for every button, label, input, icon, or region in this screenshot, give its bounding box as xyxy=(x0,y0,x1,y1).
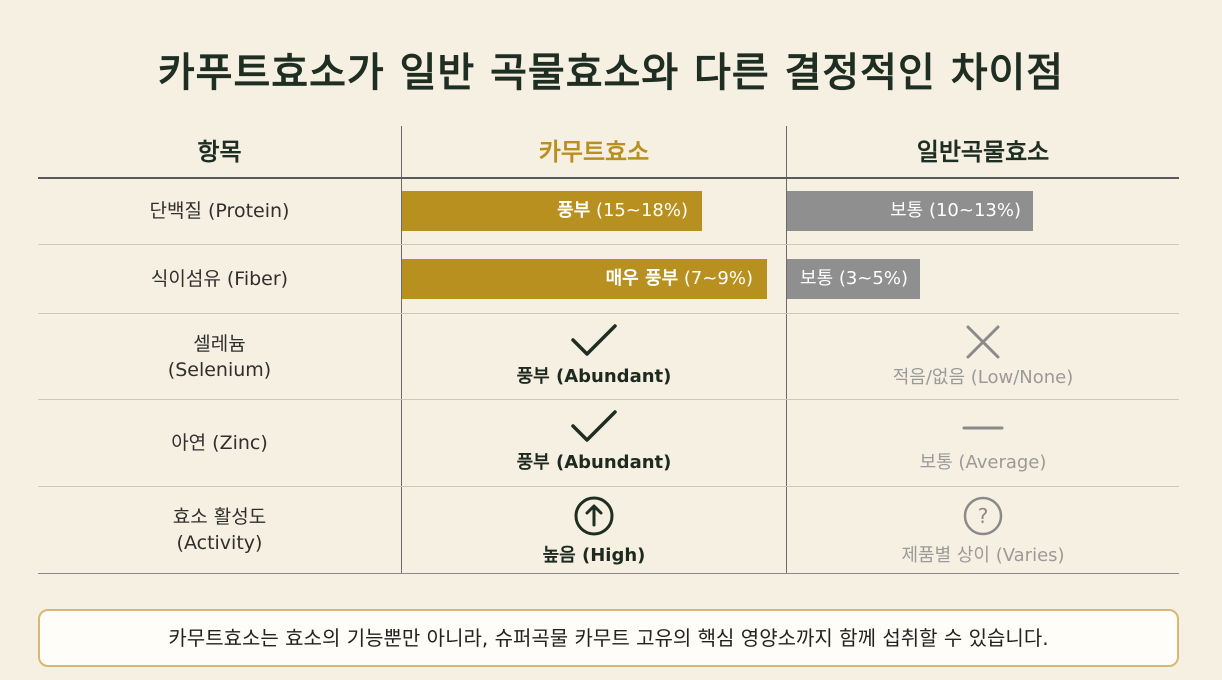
row-label-zinc: 아연 (Zinc) xyxy=(171,432,268,454)
question-circle-icon: ? xyxy=(963,496,1003,536)
general-zinc-cell: 보통 (Average) xyxy=(787,412,1179,474)
row-divider xyxy=(38,486,1179,487)
bar-general-fiber: 보통 (3~5%) xyxy=(787,259,920,299)
x-icon xyxy=(966,325,1000,359)
kamut-zinc-text: 풍부 (Abundant) xyxy=(516,452,672,473)
kamut-activity-text: 높음 (High) xyxy=(542,545,646,566)
svg-text:?: ? xyxy=(978,504,989,528)
kamut-selenium-cell: 풍부 (Abundant) xyxy=(402,322,786,388)
row-label-activity: 효소 활성도 (Activity) xyxy=(172,506,267,554)
column-divider xyxy=(786,126,787,573)
row-divider xyxy=(38,399,1179,400)
table-bottom-line xyxy=(38,573,1179,574)
header-item: 항목 xyxy=(197,138,242,166)
header-kamut: 카무트효소 xyxy=(538,138,650,166)
row-divider xyxy=(38,313,1179,314)
bar-general-protein: 보통 (10~13%) xyxy=(787,191,1033,231)
check-icon xyxy=(571,324,617,356)
bar-kamut-protein: 풍부 (15~18%) xyxy=(402,191,702,231)
header-divider xyxy=(38,177,1179,179)
general-zinc-text: 보통 (Average) xyxy=(919,452,1047,473)
arrow-up-circle-icon xyxy=(574,496,614,536)
kamut-activity-cell: 높음 (High) xyxy=(402,495,786,567)
bar-kamut-fiber: 매우 풍부 (7~9%) xyxy=(402,259,767,299)
row-label-protein: 단백질 (Protein) xyxy=(149,200,290,222)
row-label-selenium: 셀레늄 (Selenium) xyxy=(167,332,272,381)
header-general: 일반곡물효소 xyxy=(916,138,1050,166)
check-icon xyxy=(571,410,617,442)
general-selenium-cell: 적음/없음 (Low/None) xyxy=(787,325,1179,389)
general-activity-text: 제품별 상이 (Varies) xyxy=(901,545,1065,566)
row-divider xyxy=(38,244,1179,245)
general-selenium-text: 적음/없음 (Low/None) xyxy=(892,367,1074,388)
general-activity-cell: ? 제품별 상이 (Varies) xyxy=(787,495,1179,567)
kamut-selenium-text: 풍부 (Abundant) xyxy=(516,366,672,387)
row-label-fiber: 식이섬유 (Fiber) xyxy=(150,268,289,290)
column-divider xyxy=(401,126,402,573)
footer-note: 카무트효소는 효소의 기능뿐만 아니라, 슈퍼곡물 카무트 고유의 핵심 영양소… xyxy=(38,609,1179,667)
dash-icon xyxy=(962,426,1004,430)
page-title: 카푸트효소가 일반 곡물효소와 다른 결정적인 차이점 xyxy=(157,49,1065,96)
kamut-zinc-cell: 풍부 (Abundant) xyxy=(402,408,786,474)
